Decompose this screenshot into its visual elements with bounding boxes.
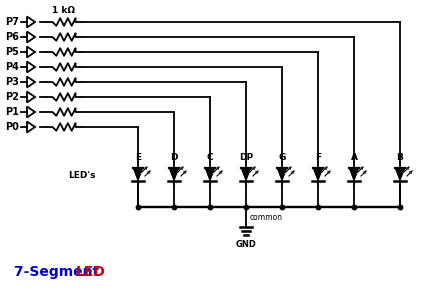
- Polygon shape: [313, 168, 323, 181]
- Polygon shape: [169, 168, 179, 181]
- Text: C: C: [207, 153, 213, 162]
- Text: P5: P5: [5, 47, 19, 57]
- Text: P7: P7: [5, 17, 19, 27]
- Text: P1: P1: [5, 107, 19, 117]
- Polygon shape: [241, 168, 251, 181]
- Polygon shape: [277, 168, 287, 181]
- Text: B: B: [397, 153, 403, 162]
- Text: 1 kΩ: 1 kΩ: [53, 6, 75, 15]
- Text: P6: P6: [5, 32, 19, 42]
- Polygon shape: [205, 168, 215, 181]
- Text: D: D: [170, 153, 178, 162]
- Text: A: A: [351, 153, 357, 162]
- Text: P4: P4: [5, 62, 19, 72]
- Text: E: E: [135, 153, 141, 162]
- Text: GND: GND: [236, 240, 256, 249]
- Polygon shape: [349, 168, 359, 181]
- Text: DP: DP: [239, 153, 253, 162]
- Polygon shape: [133, 168, 143, 181]
- Text: LED's: LED's: [69, 171, 96, 180]
- Text: P3: P3: [5, 77, 19, 87]
- Text: F: F: [315, 153, 321, 162]
- Text: G: G: [278, 153, 286, 162]
- Text: common: common: [250, 212, 283, 221]
- Polygon shape: [395, 168, 405, 181]
- Text: LED: LED: [76, 265, 106, 279]
- Text: 7-Segment: 7-Segment: [14, 265, 104, 279]
- Text: P0: P0: [5, 122, 19, 132]
- Text: P2: P2: [5, 92, 19, 102]
